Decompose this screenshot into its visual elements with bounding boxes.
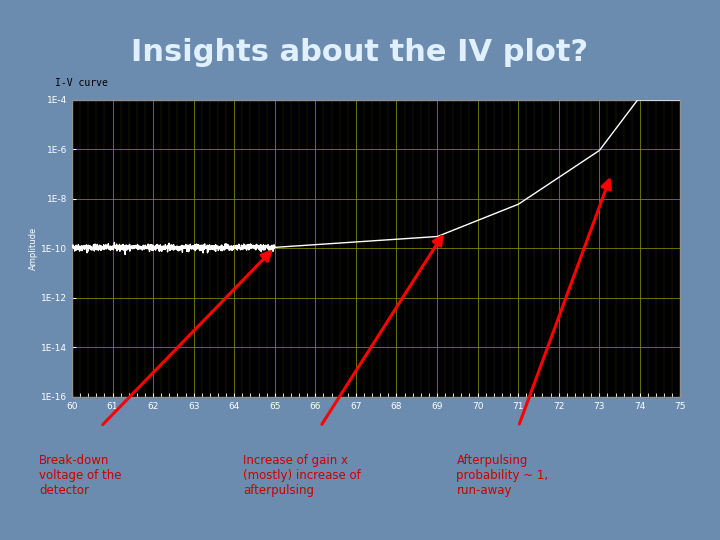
Y-axis label: Amplitude: Amplitude	[30, 227, 38, 270]
Text: Insights about the IV plot?: Insights about the IV plot?	[132, 38, 588, 67]
Text: Break-down
voltage of the
detector: Break-down voltage of the detector	[39, 454, 122, 497]
Text: Increase of gain x
(mostly) increase of
afterpulsing: Increase of gain x (mostly) increase of …	[243, 454, 361, 497]
Text: Afterpulsing
probability ~ 1,
run-away: Afterpulsing probability ~ 1, run-away	[456, 454, 549, 497]
Text: I-V curve: I-V curve	[55, 78, 108, 87]
